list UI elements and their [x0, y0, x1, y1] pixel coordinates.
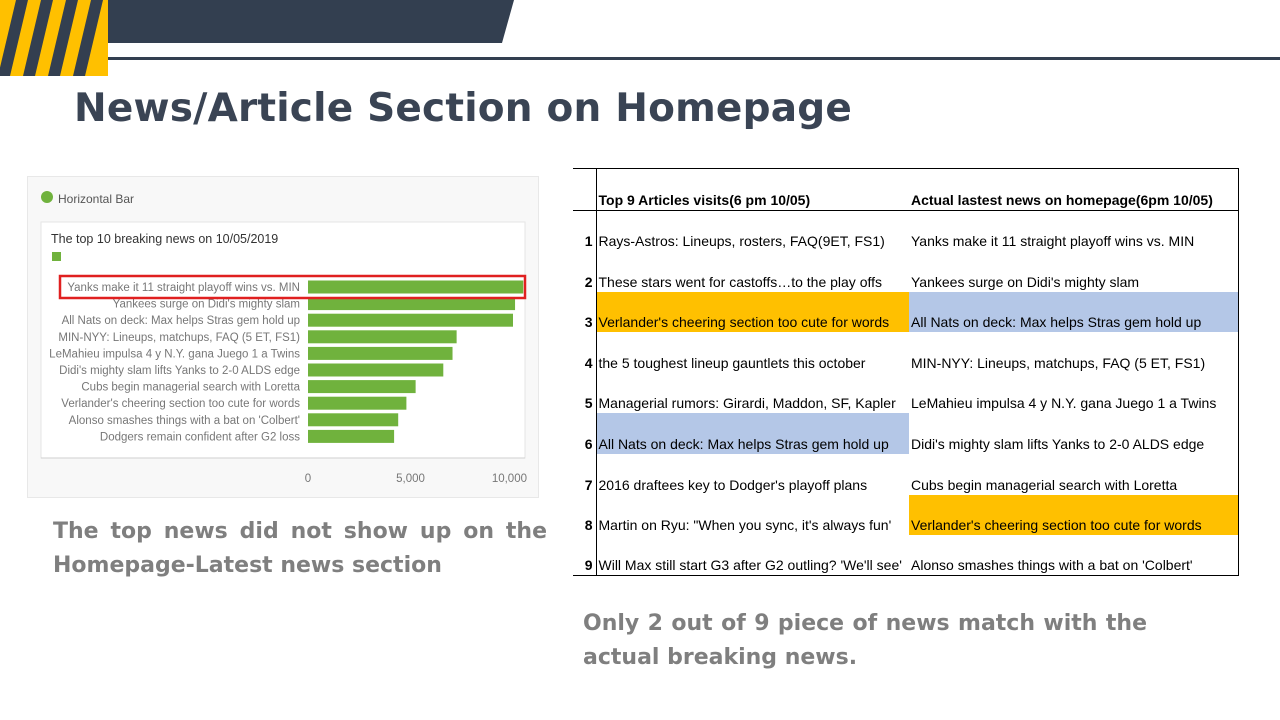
- top-article-cell: the 5 toughest lineup gauntlets this oct…: [598, 354, 866, 371]
- top-article-cell: Managerial rumors: Girardi, Maddon, SF, …: [598, 395, 896, 412]
- bar-chart: Horizontal Bar The top 10 breaking news …: [40, 191, 527, 485]
- latest-news-cell: LeMahieu impulsa 4 y N.Y. gana Juego 1 a…: [909, 372, 1239, 414]
- table-row: 5 Managerial rumors: Girardi, Maddon, SF,…: [573, 372, 1239, 414]
- category-label: All Nats on deck: Max helps Stras gem ho…: [62, 315, 300, 327]
- legend-swatch: [52, 252, 61, 261]
- comparison-table: Top 9 Articles visits(6 pm 10/05) Actual…: [573, 168, 1239, 577]
- bars-group: [308, 280, 524, 443]
- latest-news-cell: Yanks make it 11 straight playoff wins v…: [909, 210, 1239, 252]
- bar: [308, 363, 444, 377]
- table-header-row: Top 9 Articles visits(6 pm 10/05) Actual…: [573, 168, 1239, 211]
- top-article-cell: Verlander's cheering section too cute fo…: [596, 291, 909, 333]
- header-index: [573, 168, 597, 211]
- x-tick-labels-group: 0 5,000 10,000: [305, 473, 527, 485]
- category-label: Yankees surge on Didi's mighty slam: [113, 299, 300, 311]
- table-row: 9 Will Max still start G3 after G2 outlin…: [573, 535, 1239, 577]
- x-tick-label: 0: [305, 473, 311, 485]
- category-label: Yanks make it 11 straight playoff wins v…: [67, 282, 300, 294]
- table-row: 1 Rays-Astros: Lineups, rosters, FAQ(9ET,…: [573, 210, 1239, 252]
- table-row: 3 Verlander's cheering section too cute f…: [573, 291, 1239, 333]
- latest-news-cell: MIN-NYY: Lineups, matchups, FAQ (5 ET, F…: [909, 332, 1239, 373]
- top-article-cell: 2016 draftees key to Dodger's playoff pl…: [598, 476, 868, 493]
- header-latest-news: Actual lastest news on homepage(6pm 10/0…: [909, 168, 1239, 211]
- header-underline: [108, 57, 1280, 60]
- category-label: Dodgers remain confident after G2 loss: [100, 431, 300, 443]
- slide-title: News/Article Section on Homepage: [74, 86, 852, 131]
- header-graphic: [0, 0, 1280, 76]
- header-stripe: [23, 0, 53, 76]
- table-row: 6 All Nats on deck: Max helps Stras gem h…: [573, 413, 1239, 455]
- category-label: LeMahieu impulsa 4 y N.Y. gana Juego 1 a…: [49, 348, 300, 360]
- table-row: 8 Martin on Ryu: "When you sync, it's alw…: [573, 494, 1239, 536]
- bar: [308, 313, 513, 327]
- row-index: 4: [573, 332, 597, 373]
- x-tick-label: 10,000: [492, 473, 527, 485]
- header-stripe: [48, 0, 78, 76]
- category-label: MIN-NYY: Lineups, matchups, FAQ (5 ET, F…: [58, 332, 300, 344]
- caption-right: Only 2 out of 9 piece of news match with…: [583, 611, 1147, 670]
- category-label: Verlander's cheering section too cute fo…: [61, 398, 300, 410]
- category-labels-group: Yanks make it 11 straight playoff wins v…: [49, 282, 300, 443]
- highlight-box: [58, 274, 527, 300]
- latest-news-cell: Didi's mighty slam lifts Yanks to 2-0 AL…: [909, 413, 1239, 455]
- header-dark-band: [100, 0, 514, 43]
- bar: [308, 413, 399, 427]
- category-label: Didi's mighty slam lifts Yanks to 2-0 AL…: [59, 365, 300, 377]
- header-top-articles: Top 9 Articles visits(6 pm 10/05): [596, 168, 909, 211]
- widget-dot-icon: [41, 191, 53, 203]
- latest-news-cell: All Nats on deck: Max helps Stras gem ho…: [909, 291, 1239, 333]
- row-index: 9: [573, 535, 597, 577]
- x-tick-label: 5,000: [396, 473, 425, 485]
- bar: [308, 330, 457, 344]
- top-article-cell: All Nats on deck: Max helps Stras gem ho…: [596, 413, 909, 455]
- row-index: 2: [573, 251, 597, 292]
- row-index: 6: [573, 413, 597, 455]
- bar: [308, 380, 416, 394]
- top-article-cell: Martin on Ryu: "When you sync, it's alwa…: [598, 517, 892, 534]
- header-stripe: [73, 0, 103, 76]
- top-article-cell: These stars went for castoffs…to the pla…: [598, 273, 883, 290]
- bar: [308, 429, 395, 443]
- widget-label: Horizontal Bar: [58, 192, 134, 206]
- top-article-cell: Will Max still start G3 after G2 outling…: [596, 535, 909, 577]
- latest-news-cell: Cubs begin managerial search with Lorett…: [909, 454, 1239, 495]
- chart-title: The top 10 breaking news on 10/05/2019: [51, 232, 278, 246]
- row-index: 8: [573, 494, 597, 536]
- top-article-cell: Rays-Astros: Lineups, rosters, FAQ(9ET, …: [598, 233, 885, 250]
- row-index: 1: [573, 210, 597, 252]
- table-row: 2 These stars went for castoffs…to the pl…: [573, 251, 1239, 292]
- category-label: Cubs begin managerial search with Lorett…: [81, 382, 300, 394]
- row-index: 7: [573, 454, 597, 495]
- chart-panel: Horizontal Bar The top 10 breaking news …: [27, 176, 539, 498]
- bar: [308, 346, 453, 360]
- latest-news-cell: Yankees surge on Didi's mighty slam: [909, 251, 1239, 292]
- table-row: 4 the 5 toughest lineup gauntlets this oc…: [573, 332, 1239, 373]
- row-index: 3: [573, 291, 597, 333]
- category-label: Alonso smashes things with a bat on 'Col…: [69, 415, 300, 427]
- header-stripe: [0, 0, 28, 76]
- row-index: 5: [573, 372, 597, 414]
- table-row: 7 2016 draftees key to Dodger's playoff p…: [573, 454, 1239, 495]
- bar: [308, 396, 407, 410]
- bar: [308, 280, 524, 294]
- latest-news-cell: Alonso smashes things with a bat on 'Col…: [909, 535, 1239, 577]
- bar: [308, 297, 516, 311]
- caption-left: The top news did not show up on the Home…: [53, 519, 547, 578]
- latest-news-cell: Verlander's cheering section too cute fo…: [909, 494, 1239, 536]
